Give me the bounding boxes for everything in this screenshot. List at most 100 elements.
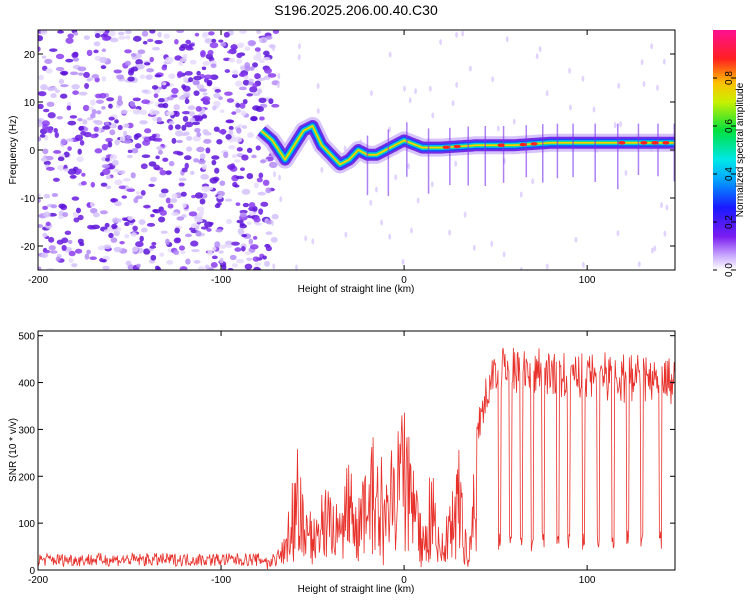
spectrogram-noise-point [155, 137, 163, 142]
spectrogram-noise-point [214, 203, 221, 209]
spectrogram-y-tick-label: 20 [24, 50, 36, 61]
spectrogram-noise-point [344, 231, 348, 238]
spectrogram-noise-point [134, 133, 142, 138]
spectrogram-noise-point [173, 104, 180, 111]
spectrogram-noise-point [107, 141, 113, 148]
spectrogram-noise-point [140, 227, 148, 233]
spectrogram-noise-point [213, 126, 220, 132]
spectrogram-noise-point [149, 30, 156, 34]
spectrogram-noise-point [58, 78, 65, 85]
spectrogram-noise-point [231, 263, 239, 268]
spectrogram-noise-point [206, 227, 212, 232]
spectrogram-noise-point [116, 74, 125, 80]
spectrogram-noise-point [184, 162, 189, 170]
spectrogram-noise-point [214, 167, 220, 174]
spectrogram-noise-point [241, 246, 246, 252]
spectrogram-noise-point [231, 153, 238, 159]
spectrogram-noise-point [161, 65, 168, 71]
spectrogram-noise-point [258, 37, 268, 44]
spectrogram-noise-point [110, 198, 119, 203]
spectrogram-noise-point [157, 149, 163, 155]
spectrogram-noise-point [403, 85, 406, 92]
spectrogram-noise-point [199, 153, 206, 160]
spectrogram-noise-point [154, 39, 163, 45]
spectrogram-noise-point [114, 179, 123, 186]
spectrogram-noise-point [88, 106, 94, 111]
spectrogram-noise-point [42, 148, 49, 155]
spectrogram-noise-point [430, 181, 434, 188]
spectrogram-noise-point [106, 97, 115, 102]
spectrogram-noise-point [156, 116, 162, 123]
spectrogram-noise-point [217, 194, 223, 200]
spectrogram-noise-point [316, 83, 320, 90]
spectrogram-noise-point [130, 232, 137, 238]
spectrogram-noise-point [239, 212, 247, 218]
spectrogram-noise-point [240, 65, 245, 71]
spectrogram-noise-point [538, 46, 542, 53]
spectrogram-noise-point [502, 251, 506, 258]
spectrogram-noise-point [380, 219, 383, 226]
spectrogram-noise-point [171, 87, 179, 94]
spectrogram-noise-point [123, 139, 132, 144]
spectrogram-noise-point [93, 49, 99, 54]
spectrogram-noise-point [135, 191, 141, 195]
spectrogram-noise-point [388, 233, 392, 240]
spectrogram-noise-point [218, 96, 223, 101]
spectrogram-noise-point [43, 193, 51, 199]
spectrogram-noise-point [77, 148, 82, 155]
spectrogram-noise-point [235, 80, 243, 87]
spectrogram-noise-point [194, 127, 201, 133]
spectrogram-noise-point [45, 221, 51, 227]
snr-x-axis-label: Height of straight line (km) [298, 584, 415, 595]
spectrogram-noise-point [592, 106, 596, 113]
spectrogram-noise-point [139, 109, 148, 115]
snr-y-ticks: 0 100 200 300 400 500 [18, 332, 675, 577]
spectrogram-noise-point [153, 164, 160, 171]
spectrogram-noise-point [145, 74, 153, 80]
spectrogram-noise-point [171, 94, 178, 98]
spectrogram-noise-point [181, 84, 187, 90]
spectrogram-noise-point [97, 245, 106, 251]
spectrogram-noise-point [71, 196, 80, 201]
spectrogram-noise-point [131, 246, 139, 253]
spectrogram-noise-point [99, 210, 108, 215]
spectrogram-noise-point [262, 56, 271, 61]
spectrogram-noise-point [121, 217, 127, 221]
spectrogram-noise-point [264, 260, 271, 267]
spectrogram-noise-point [42, 108, 50, 113]
spectrogram-noise-point [199, 198, 206, 205]
spectrogram-noise-point [50, 204, 58, 209]
spectrogram-noise-point [224, 91, 233, 96]
spectrogram-noise-point [249, 40, 257, 45]
spectrogram-noise-point [258, 172, 264, 179]
spectrogram-noise-point [127, 215, 134, 221]
spectrogram-noise-point [203, 138, 212, 144]
spectrogram-noise-point [196, 146, 205, 153]
spectrogram-noise-point [38, 136, 42, 142]
spectrogram-noise-point [472, 244, 476, 251]
spectrogram-noise-point [214, 241, 221, 248]
spectrogram-noise-point [148, 183, 155, 187]
spectrogram-noise-point [236, 127, 242, 134]
spectrogram-noise-point [109, 123, 117, 129]
spectrogram-noise-point [99, 56, 108, 64]
spectrogram-noise-point [640, 59, 644, 66]
spectrogram-noise-point [168, 160, 175, 167]
spectrogram-noise-point [256, 51, 261, 57]
spectrogram-noise-point [270, 236, 278, 243]
spectrogram-noise-point [38, 103, 44, 110]
snr-y-tick-label: 300 [18, 425, 35, 436]
spectrogram-noise-point [121, 195, 127, 199]
spectrogram-noise-point [171, 137, 177, 144]
spectrogram-noise-point [181, 110, 191, 115]
spectrogram-noise-point [142, 139, 151, 146]
spectrogram-noise-point [101, 76, 107, 82]
spectrogram-noise-point [247, 132, 254, 138]
spectrogram-noise-point [101, 259, 107, 263]
spectrogram-noise-point [253, 182, 259, 189]
spectrogram-noise-point [149, 56, 155, 63]
spectrogram-noise-point [95, 93, 103, 99]
spectrogram-noise-point [181, 167, 188, 173]
spectrogram-noise-point [240, 110, 247, 117]
